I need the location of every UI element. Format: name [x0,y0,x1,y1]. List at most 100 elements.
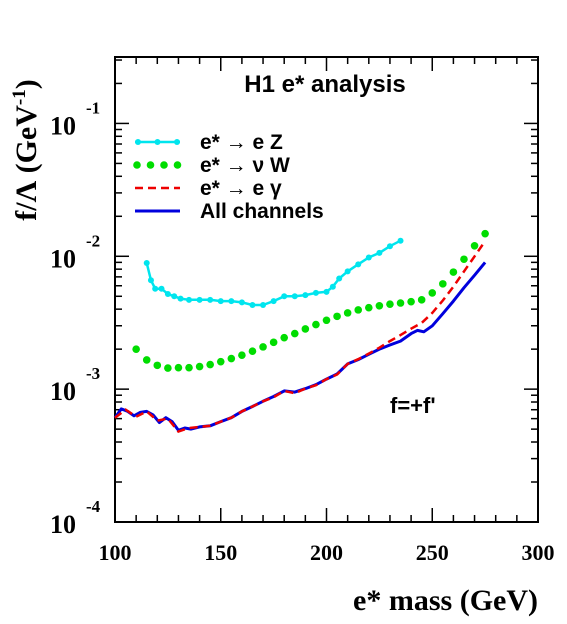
data-point [143,260,150,267]
legend-item: e* → e γ [135,177,282,200]
data-point [343,309,352,317]
data-point [227,354,236,363]
data-point [417,296,426,304]
series-3 [114,240,487,433]
data-point [158,285,165,292]
x-tick-label: 200 [310,540,343,565]
series-layer [113,229,489,433]
y-tick-label-exp: -3 [86,364,100,383]
data-point [174,363,183,372]
data-point [291,293,298,300]
y-tick-label-base: 10 [50,244,76,273]
data-point [302,292,309,299]
data-point [312,289,319,296]
x-tick-label: 100 [99,540,132,565]
y-tick-label-base: 10 [50,111,76,140]
data-point [186,296,193,303]
y-axis-label-exp: -1 [9,89,30,105]
data-point [336,275,343,282]
y-tick-label-exp: -1 [86,98,100,117]
legend-swatch-marker [154,139,161,145]
data-point [449,268,458,276]
x-tick-label: 300 [522,540,555,565]
data-point [147,277,154,284]
data-point [196,296,203,303]
data-point [195,362,204,371]
data-point [164,291,171,298]
data-point [269,338,278,347]
data-point [322,316,331,325]
axes: 100 150 200 250 300 10 -1 10 -2 10 -3 10 -4 [50,56,555,565]
data-point [171,293,178,300]
legend-item: All channels [135,200,324,223]
legend-item: e* → ν W [133,154,290,177]
data-point [280,333,289,342]
data-point [248,347,257,356]
data-point [132,345,140,353]
legend-swatch-marker [160,161,168,169]
y-tick-label: 10 -2 [50,231,100,273]
data-point [323,288,330,295]
data-point [142,356,151,364]
data-point [249,301,256,308]
data-point [238,299,245,306]
data-point [152,285,159,292]
y-tick-label-base: 10 [50,377,76,406]
data-point [185,363,193,372]
data-point [207,296,214,303]
legend-swatch-marker [173,161,182,169]
series-line [145,239,402,307]
data-point [428,289,437,297]
data-point [177,295,184,302]
data-point [238,351,246,360]
data-point [354,306,363,314]
series-2 [132,229,489,372]
data-point [217,298,224,305]
data-point [365,303,373,312]
legend-label: e* → e γ [200,177,282,200]
data-point [333,312,341,321]
y-tick-label-exp: -4 [86,497,101,516]
legend-swatch-marker [174,139,180,145]
legend-label: e* → ν W [200,154,290,177]
data-point [228,298,235,305]
data-point [376,249,383,256]
data-point [216,357,225,366]
data-point [407,297,415,306]
legend-label: e* → e Z [200,131,283,154]
data-point [344,268,351,275]
y-axis-label-main: f/Λ (GeV [10,105,43,221]
data-point [386,243,393,250]
data-point [301,325,310,333]
x-tick-label: 150 [204,540,237,565]
data-point [329,283,336,290]
data-point [281,293,288,300]
y-tick-label-exp: -2 [86,231,100,250]
data-point [386,300,394,308]
y-tick-label-base: 10 [50,510,76,539]
y-tick-label: 10 -4 [50,497,101,539]
legend-item: e* → e Z [135,131,283,154]
y-tick-label: 10 -1 [50,98,100,140]
data-point [470,241,479,250]
data-point [439,280,447,288]
y-axis-label-close: ) [10,79,43,89]
x-axis-label: e* mass (GeV) [353,584,538,617]
data-point [375,301,384,310]
chart-title: H1 e* analysis [244,71,405,98]
data-point [312,320,320,329]
data-point [481,229,489,238]
data-point [153,361,162,370]
annotation: f=+f' [390,393,436,418]
legend-swatch-marker [133,161,141,169]
data-point [355,261,362,268]
data-point [460,255,468,264]
data-point [397,237,404,244]
series-1 [143,237,404,308]
data-point [270,298,277,305]
data-point [164,364,172,372]
data-point [260,301,267,308]
data-point [290,329,299,338]
